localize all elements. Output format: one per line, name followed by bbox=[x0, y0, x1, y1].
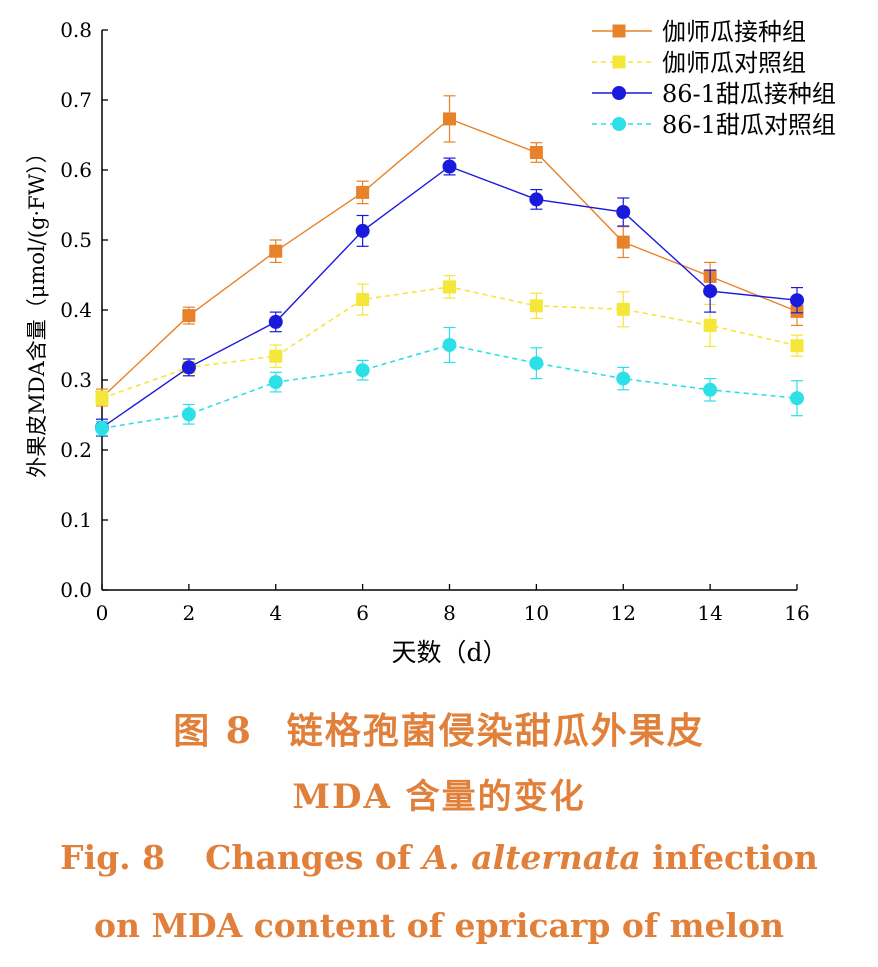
y-tick-label: 0.3 bbox=[60, 368, 92, 392]
x-tick-label: 16 bbox=[784, 601, 809, 625]
caption-chinese-line2: MDA 含量的变化 bbox=[292, 777, 586, 817]
caption-chinese-line1: 图 8 链格孢菌侵染甜瓜外果皮 bbox=[0, 702, 878, 754]
data-point-square bbox=[356, 293, 370, 306]
legend-marker bbox=[612, 55, 626, 69]
legend-label: 86-1甜瓜接种组 bbox=[662, 80, 836, 108]
caption-title-en-post: infection bbox=[652, 838, 818, 877]
data-point-circle bbox=[616, 371, 631, 386]
data-point-square bbox=[790, 339, 804, 353]
data-point-square bbox=[529, 146, 543, 159]
data-point-square bbox=[443, 280, 456, 294]
data-point-square bbox=[616, 235, 630, 249]
legend-label: 86-1甜瓜对照组 bbox=[662, 111, 836, 139]
data-point-square bbox=[529, 299, 543, 313]
x-tick-label: 4 bbox=[269, 601, 282, 625]
data-point-circle bbox=[181, 407, 196, 422]
data-point-circle bbox=[95, 421, 109, 436]
y-tick-label: 0.2 bbox=[60, 438, 92, 462]
legend-marker bbox=[612, 117, 626, 131]
x-tick-label: 2 bbox=[183, 601, 196, 625]
x-axis-title: 天数（d） bbox=[391, 638, 507, 667]
x-tick-label: 12 bbox=[611, 601, 636, 625]
data-point-square bbox=[616, 302, 630, 316]
data-point-square bbox=[269, 349, 283, 363]
y-tick-label: 0.1 bbox=[60, 508, 92, 532]
line-chart: 0.0 0.1 0.2 0.3 0.4 0.5 0.6 0.7 0.8 0 2 4 6 8 10 12 14 16… bbox=[25, 18, 836, 667]
data-point-circle bbox=[703, 382, 718, 397]
data-point-circle bbox=[529, 192, 544, 207]
data-point-circle bbox=[703, 284, 718, 299]
y-axis-title: 外果皮MDA含量（μmol/(g·FW）） bbox=[25, 142, 49, 477]
series-line bbox=[101, 344, 798, 430]
y-tick-label: 0.6 bbox=[60, 158, 92, 182]
y-tick-label: 0.7 bbox=[60, 88, 92, 112]
caption-fig-number-en: Fig. 8 bbox=[60, 838, 166, 877]
data-point-circle bbox=[442, 159, 457, 174]
legend-label: 伽师瓜接种组 bbox=[662, 18, 806, 46]
legend-label: 伽师瓜对照组 bbox=[662, 49, 806, 77]
data-point-circle bbox=[268, 375, 283, 390]
data-point-circle bbox=[529, 356, 544, 371]
figure-chart: 0.0 0.1 0.2 0.3 0.4 0.5 0.6 0.7 0.8 0 2 4 6 8 10 12 14 16… bbox=[25, 18, 836, 667]
data-point-circle bbox=[268, 314, 283, 329]
caption-title-cn: 链格孢菌侵染甜瓜外果皮 bbox=[286, 710, 705, 752]
legend-marker bbox=[612, 86, 626, 100]
data-point-square bbox=[356, 185, 370, 199]
data-point-square bbox=[443, 112, 456, 126]
y-tick-label: 0.0 bbox=[60, 578, 92, 602]
data-point-square bbox=[269, 244, 283, 258]
data-point-circle bbox=[442, 338, 457, 352]
data-point-circle bbox=[616, 205, 631, 219]
series-2 bbox=[95, 275, 804, 406]
caption-fig-number-cn: 图 8 bbox=[173, 710, 253, 752]
data-point-circle bbox=[790, 293, 804, 308]
caption-species: A. alternata bbox=[422, 838, 641, 877]
x-tick-label: 10 bbox=[524, 601, 549, 625]
data-point-circle bbox=[355, 363, 370, 378]
x-tick-label: 6 bbox=[356, 601, 369, 625]
data-point-square bbox=[182, 309, 196, 323]
y-tick-label: 0.5 bbox=[60, 228, 92, 252]
data-point-square bbox=[95, 391, 109, 405]
x-tick-label: 0 bbox=[96, 601, 109, 625]
caption-english-line2: on MDA content of epricarp of melon bbox=[93, 906, 785, 945]
x-tick-label: 8 bbox=[443, 601, 456, 625]
series-4 bbox=[95, 326, 804, 436]
data-point-circle bbox=[790, 391, 804, 406]
y-tick-label: 0.8 bbox=[60, 18, 92, 42]
caption-english-line1: Fig. 8 Changes of A. alternata infection bbox=[0, 838, 878, 877]
y-tick-label: 0.4 bbox=[60, 298, 92, 322]
data-point-circle bbox=[181, 360, 196, 375]
x-tick-label: 14 bbox=[697, 601, 722, 625]
caption-title-en-pre: Changes of bbox=[205, 838, 412, 877]
data-point-circle bbox=[355, 223, 370, 238]
data-point-square bbox=[703, 318, 717, 332]
legend-marker bbox=[612, 24, 626, 38]
series-3 bbox=[95, 157, 804, 437]
